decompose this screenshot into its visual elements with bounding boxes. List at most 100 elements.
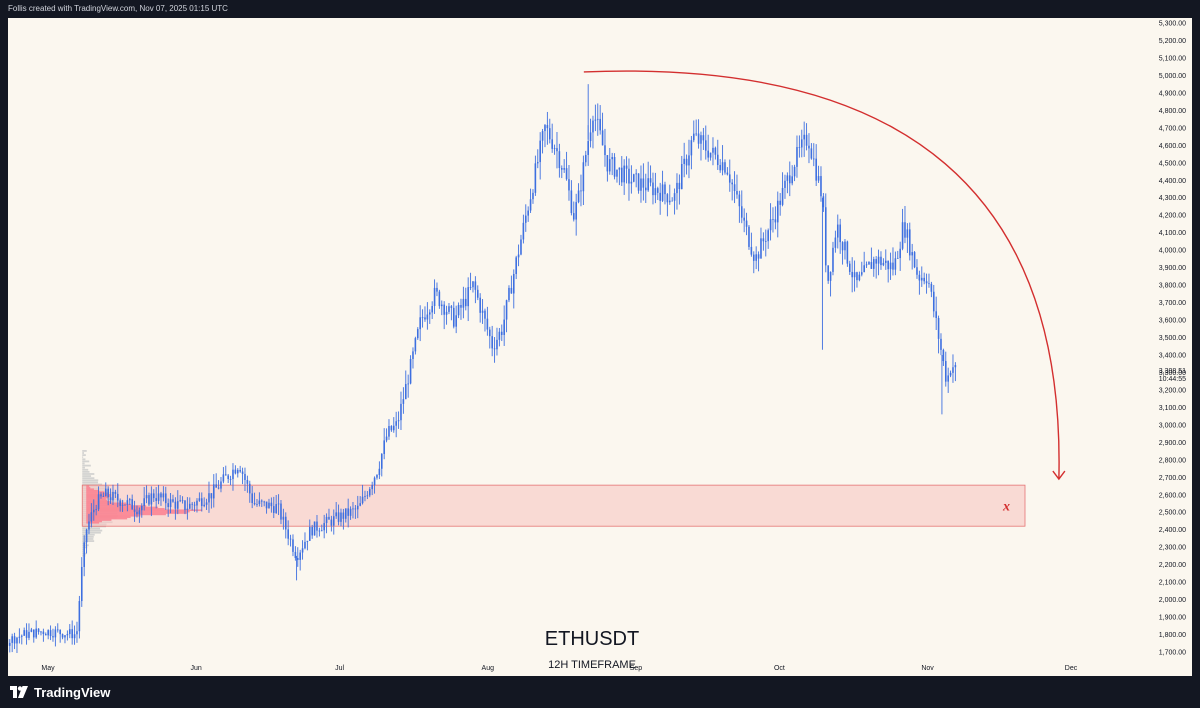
candle-body bbox=[376, 474, 378, 478]
candle-body bbox=[64, 635, 66, 638]
volume-profile-ghost-bar bbox=[82, 450, 87, 452]
volume-profile-ghost-bar bbox=[82, 538, 94, 540]
candle-body bbox=[947, 375, 949, 382]
candle-body bbox=[239, 469, 241, 472]
candle-body bbox=[191, 503, 193, 505]
candle-body bbox=[884, 260, 887, 263]
candle-body bbox=[942, 349, 945, 362]
candle-body bbox=[594, 119, 597, 121]
candle-body bbox=[928, 283, 930, 285]
candle-body bbox=[112, 491, 114, 501]
candle-body bbox=[28, 631, 30, 638]
candle-body bbox=[424, 317, 426, 320]
candle-body bbox=[445, 311, 448, 315]
candle-body bbox=[234, 469, 237, 474]
candle-body bbox=[193, 504, 196, 506]
candle-body bbox=[704, 140, 707, 151]
candle-body bbox=[217, 487, 220, 489]
candle-body bbox=[402, 399, 405, 404]
candle-body bbox=[625, 165, 628, 169]
candle-body bbox=[767, 230, 769, 242]
candle-body bbox=[505, 300, 508, 320]
candle-body bbox=[121, 504, 124, 506]
y-axis-tick-label: 2,200.00 bbox=[1159, 562, 1186, 569]
candle-body bbox=[104, 488, 107, 497]
chart-title: ETHUSDT bbox=[544, 628, 640, 650]
projection-arrowhead bbox=[1052, 470, 1066, 481]
candle-body bbox=[397, 420, 400, 422]
candle-body bbox=[726, 172, 729, 175]
y-axis-tick-label: 2,700.00 bbox=[1159, 475, 1186, 482]
y-axis-tick-label: 3,700.00 bbox=[1159, 300, 1186, 307]
candle-body bbox=[493, 348, 496, 350]
candle-body bbox=[829, 271, 832, 281]
candle-body bbox=[155, 498, 157, 501]
candle-body bbox=[685, 158, 688, 166]
candle-body bbox=[342, 512, 345, 519]
volume-profile-ghost-bar bbox=[82, 452, 85, 454]
price-chart[interactable]: x 5,300.00 5,200.00 5,100.00 5,000.00 4,900.0… bbox=[8, 18, 1192, 676]
candle-body bbox=[78, 601, 81, 632]
candle-body bbox=[136, 511, 138, 515]
candle-body bbox=[80, 566, 83, 602]
candle-body bbox=[349, 508, 352, 516]
candle-body bbox=[263, 501, 265, 503]
candle-body bbox=[904, 222, 906, 238]
candle-body bbox=[160, 493, 162, 498]
candle-body bbox=[13, 636, 16, 644]
volume-profile-ghost-bar bbox=[82, 531, 101, 534]
candle-body bbox=[738, 194, 741, 207]
candle-body bbox=[788, 175, 791, 184]
candle-body bbox=[755, 254, 757, 261]
candle-body bbox=[520, 239, 522, 255]
candle-body bbox=[176, 501, 179, 509]
volume-profile-ghost-bar bbox=[82, 529, 103, 532]
candle-body bbox=[745, 220, 748, 227]
candle-body bbox=[426, 314, 429, 320]
y-axis-tick-label: 3,500.00 bbox=[1159, 335, 1186, 342]
candle-body bbox=[805, 134, 808, 146]
candle-body bbox=[752, 254, 755, 261]
candle-body bbox=[481, 310, 484, 313]
candle-body bbox=[882, 262, 885, 266]
candle-body bbox=[236, 469, 239, 474]
candle-body bbox=[532, 192, 534, 200]
candle-body bbox=[510, 287, 513, 294]
candle-body bbox=[443, 304, 445, 315]
candle-body bbox=[868, 262, 870, 265]
candle-body bbox=[810, 148, 813, 159]
volume-profile-ghost-bar bbox=[82, 477, 95, 480]
tradingview-logo[interactable]: TradingView bbox=[10, 685, 110, 700]
y-axis-tick-label: 3,900.00 bbox=[1159, 265, 1186, 272]
candle-body bbox=[320, 530, 323, 532]
candle-body bbox=[560, 168, 563, 170]
candle-body bbox=[491, 336, 493, 349]
candle-body bbox=[416, 329, 419, 339]
candle-body bbox=[332, 516, 335, 526]
candle-body bbox=[340, 512, 342, 522]
candle-body bbox=[200, 498, 203, 507]
candle-body bbox=[409, 358, 412, 384]
candle-body bbox=[724, 162, 726, 173]
chart-frame[interactable]: x 5,300.00 5,200.00 5,100.00 5,000.00 4,900.0… bbox=[8, 18, 1192, 676]
candle-body bbox=[661, 184, 664, 201]
candle-body bbox=[347, 508, 349, 516]
candle-body bbox=[851, 271, 853, 278]
volume-profile-ghost-bar bbox=[82, 535, 94, 538]
volume-profile-ghost-bar bbox=[82, 464, 91, 467]
candle-body bbox=[287, 529, 289, 539]
candle-body bbox=[587, 141, 589, 155]
candle-body bbox=[280, 503, 282, 520]
candle-body bbox=[803, 134, 805, 140]
candle-body bbox=[152, 493, 155, 499]
candle-body bbox=[318, 530, 321, 532]
volume-profile-ghost-bar bbox=[82, 454, 86, 457]
candle-body bbox=[776, 200, 779, 223]
candle-body bbox=[786, 175, 789, 181]
candle-body bbox=[676, 182, 678, 194]
zone-marker-x: x bbox=[1002, 500, 1010, 515]
candle-body bbox=[205, 502, 208, 505]
candle-body bbox=[592, 120, 594, 133]
candle-body bbox=[95, 509, 97, 511]
candle-body bbox=[731, 182, 733, 185]
